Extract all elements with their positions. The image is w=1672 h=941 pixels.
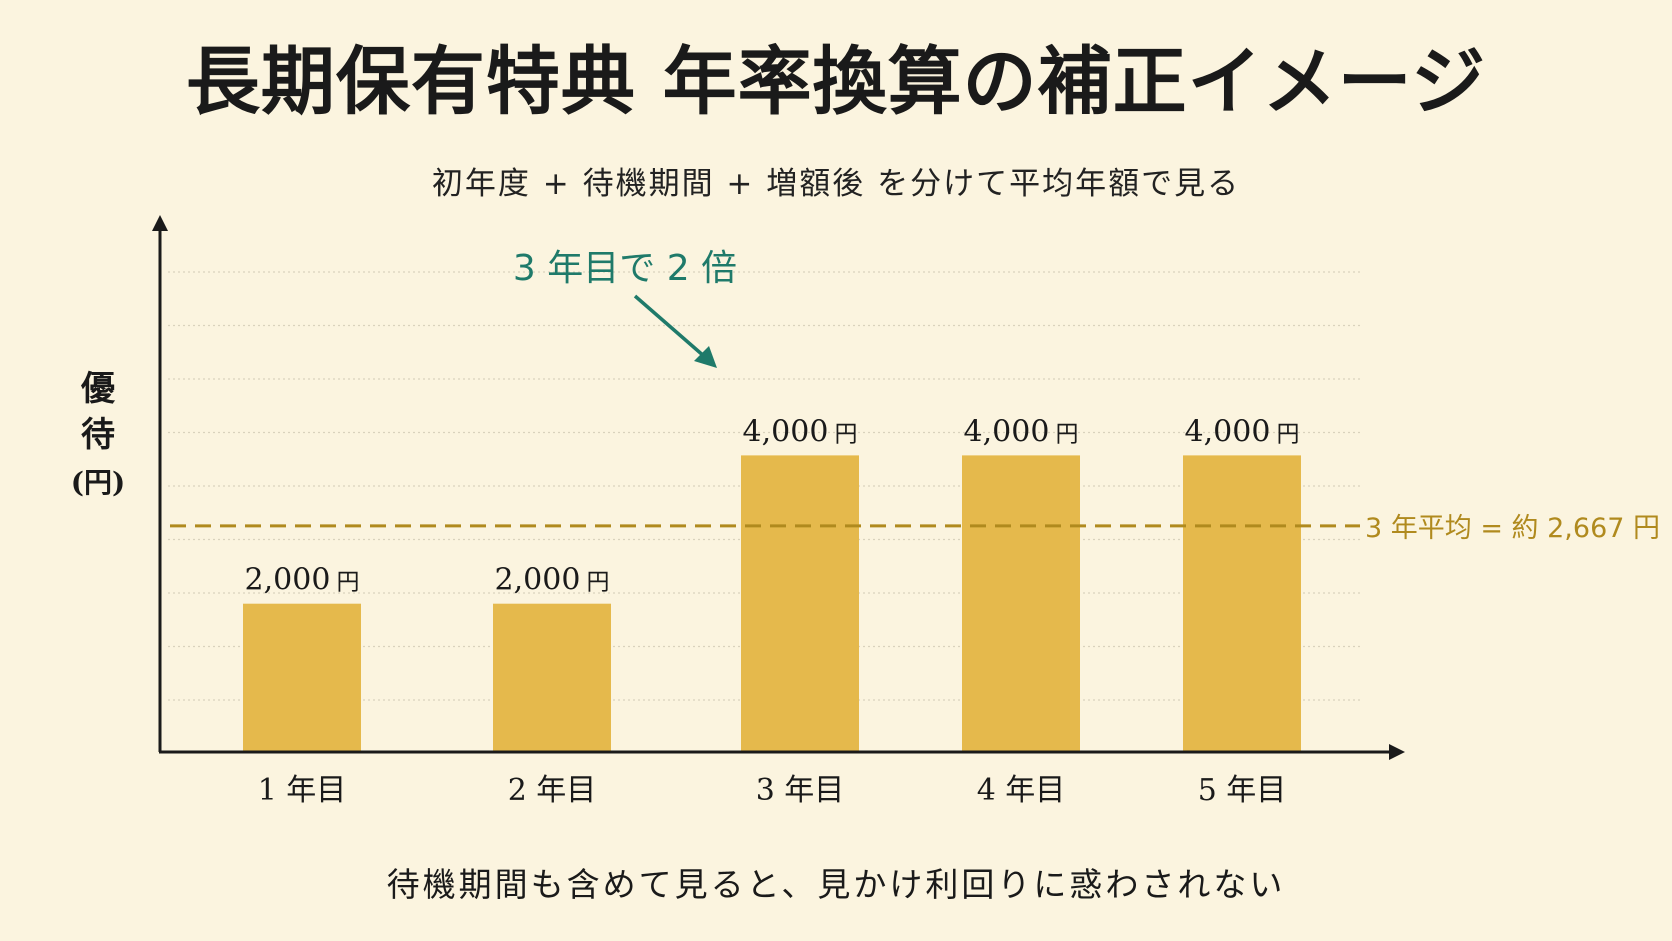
bar bbox=[1183, 455, 1301, 752]
x-axis-arrow-icon bbox=[1389, 744, 1405, 760]
data-label: 2,000 円 bbox=[245, 563, 360, 598]
page-title: 長期保有特典 年率換算の補正イメージ bbox=[185, 39, 1487, 125]
data-label: 2,000 円 bbox=[495, 563, 610, 598]
x-tick-label: 4 年目 bbox=[977, 773, 1066, 808]
y-axis-label: 待 bbox=[81, 415, 115, 455]
x-tick-label: 5 年目 bbox=[1198, 773, 1287, 808]
average-label: 3 年平均 = 約 2,667 円 bbox=[1365, 513, 1660, 544]
annotation-arrow bbox=[633, 294, 707, 359]
y-axis-unit-label: (円) bbox=[71, 466, 126, 499]
y-axis-arrow-icon bbox=[152, 215, 168, 231]
x-tick-label: 3 年目 bbox=[756, 773, 845, 808]
data-label: 4,000 円 bbox=[964, 414, 1079, 449]
data-label: 4,000 円 bbox=[743, 414, 858, 449]
data-label: 4,000 円 bbox=[1185, 414, 1300, 449]
bar bbox=[741, 455, 859, 752]
bar bbox=[962, 455, 1080, 752]
annotation-arrow-head-icon bbox=[694, 346, 717, 368]
page-subtitle: 初年度 + 待機期間 + 増額後 を分けて平均年額で見る bbox=[431, 166, 1241, 202]
footer-note: 待機期間も含めて見ると、見かけ利回りに惑わされない bbox=[386, 865, 1286, 904]
y-axis-label: 優 bbox=[80, 369, 116, 409]
bar bbox=[493, 603, 611, 752]
annotation-label: 3 年目で 2 倍 bbox=[513, 248, 737, 289]
bar bbox=[243, 603, 361, 752]
x-tick-label: 2 年目 bbox=[508, 773, 597, 808]
x-tick-label: 1 年目 bbox=[258, 773, 347, 808]
